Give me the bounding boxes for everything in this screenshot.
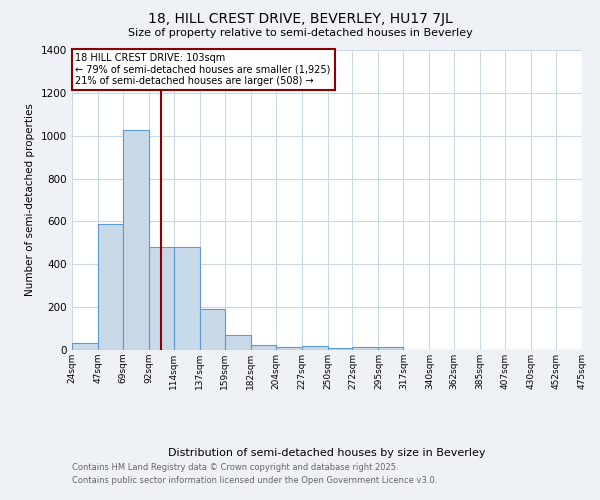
Text: Contains HM Land Registry data © Crown copyright and database right 2025.: Contains HM Land Registry data © Crown c… [72,464,398,472]
Text: Distribution of semi-detached houses by size in Beverley: Distribution of semi-detached houses by … [168,448,486,458]
Bar [98,224,123,350]
Bar [200,310,224,350]
Y-axis label: Number of semi-detached properties: Number of semi-detached properties [25,104,35,296]
Text: Contains public sector information licensed under the Open Government Licence v3: Contains public sector information licen… [72,476,437,485]
Bar [379,347,403,350]
Text: 18, HILL CREST DRIVE, BEVERLEY, HU17 7JL: 18, HILL CREST DRIVE, BEVERLEY, HU17 7JL [148,12,452,26]
Bar [174,247,200,350]
Bar [302,346,328,350]
Text: 18 HILL CREST DRIVE: 103sqm
← 79% of semi-detached houses are smaller (1,925)
21: 18 HILL CREST DRIVE: 103sqm ← 79% of sem… [76,53,331,86]
Bar [123,130,149,350]
Bar [352,347,379,350]
Bar [72,342,98,350]
Bar [328,348,352,350]
Bar [251,344,275,350]
Bar [149,247,174,350]
Bar [224,335,251,350]
Bar [275,347,302,350]
Text: Size of property relative to semi-detached houses in Beverley: Size of property relative to semi-detach… [128,28,472,38]
